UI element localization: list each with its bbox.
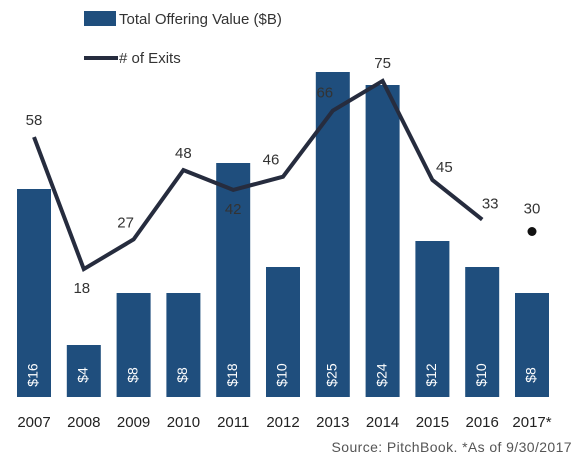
exit-count-label: 27 (117, 214, 134, 231)
bar (17, 189, 51, 397)
bar (465, 267, 500, 397)
bar-value-label: $4 (75, 367, 91, 383)
x-tick-label: 2013 (316, 414, 349, 431)
exit-count-label: 58 (26, 112, 43, 129)
bar-value-label: $16 (25, 363, 41, 387)
x-tick-label: 2011 (217, 414, 249, 431)
source-note: Source: PitchBook. *As of 9/30/2017 (332, 439, 572, 455)
bar (66, 345, 101, 397)
bar-value-labels: $16 $4 $8 $8 $18 $10 $25 $24 $12 $10 $8 (25, 363, 539, 387)
bar-value-label: $10 (473, 363, 489, 387)
bar-value-label: $8 (124, 367, 140, 383)
x-tick-label: 2009 (117, 414, 150, 431)
x-tick-label: 2015 (416, 414, 449, 431)
line-series (32, 78, 537, 273)
exit-count-label: 46 (263, 152, 280, 169)
bar (515, 293, 549, 397)
bar (365, 85, 400, 397)
exit-count-label: 45 (436, 159, 453, 176)
exit-count-labels: 58 18 27 48 42 46 66 75 45 33 30 (26, 55, 541, 297)
legend-line-label: # of Exits (119, 50, 181, 67)
legend: Total Offering Value ($B) # of Exits (84, 11, 282, 67)
legend-bar-label: Total Offering Value ($B) (119, 11, 282, 28)
bar-value-label: $12 (423, 363, 439, 387)
exit-count-label: 42 (225, 201, 242, 218)
bar (116, 293, 151, 397)
bar-value-label: $18 (224, 363, 240, 387)
exit-count-label: 30 (524, 201, 541, 218)
x-axis-ticks: 2007 2008 2009 2010 2011 2012 2013 2014 2015 2016… (17, 414, 551, 431)
exit-count-label: 18 (73, 280, 90, 297)
bar (266, 267, 300, 397)
exits-point-marker (527, 227, 537, 236)
x-tick-label: 2014 (366, 414, 399, 431)
exit-count-label: 66 (316, 85, 333, 102)
x-tick-label: 2007 (17, 414, 50, 431)
bar (415, 241, 450, 397)
bar-series (17, 72, 549, 397)
bar-value-label: $24 (373, 363, 389, 387)
x-tick-label: 2016 (466, 414, 499, 431)
exit-count-label: 48 (175, 145, 192, 162)
exit-count-label: 75 (374, 55, 391, 72)
exit-count-label: 33 (482, 196, 499, 213)
legend-bar-swatch (84, 11, 116, 26)
bar-value-label: $8 (174, 367, 190, 383)
x-tick-label: 2012 (266, 414, 299, 431)
bar (216, 163, 251, 397)
bar (315, 72, 350, 397)
bar-value-label: $25 (324, 363, 340, 387)
x-tick-label: 2017* (512, 414, 551, 431)
bar (166, 293, 201, 397)
bar-value-label: $10 (274, 363, 290, 387)
x-tick-label: 2010 (167, 414, 200, 431)
exits-line (32, 78, 484, 273)
bar-value-label: $8 (523, 367, 539, 383)
x-tick-label: 2008 (67, 414, 100, 431)
